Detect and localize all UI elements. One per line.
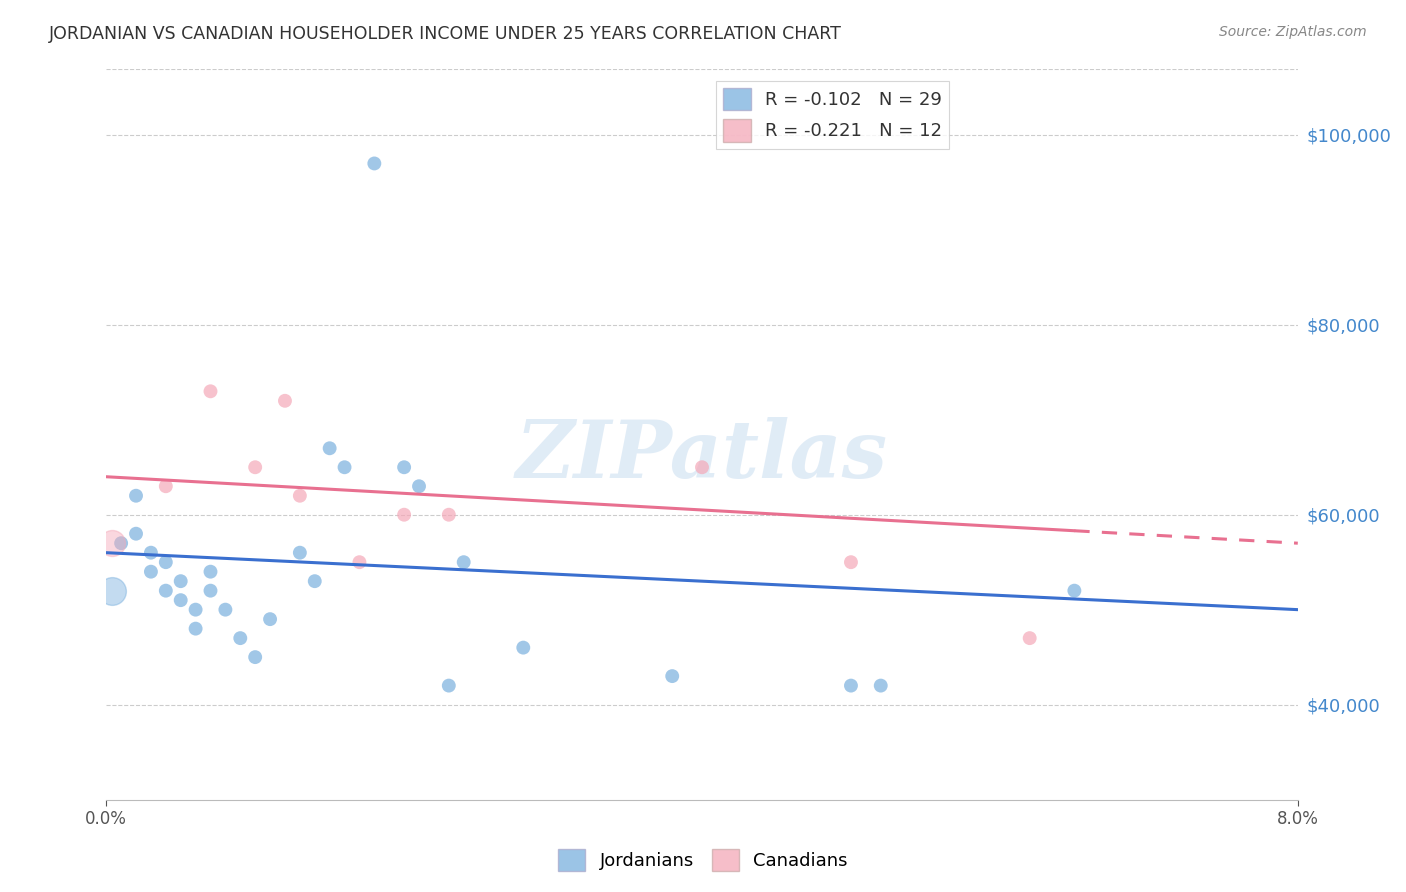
Point — [101, 536, 124, 550]
Point — [243, 460, 266, 475]
Point — [288, 546, 311, 560]
Point — [349, 555, 371, 569]
Point — [304, 574, 326, 589]
Point — [869, 679, 891, 693]
Point — [155, 479, 177, 493]
Point — [1018, 631, 1040, 645]
Point — [363, 156, 385, 170]
Point — [184, 622, 207, 636]
Point — [155, 555, 177, 569]
Text: ZIPatlas: ZIPatlas — [516, 417, 889, 495]
Point — [437, 679, 460, 693]
Point — [243, 650, 266, 665]
Point — [139, 565, 162, 579]
Point — [453, 555, 475, 569]
Point — [200, 384, 222, 399]
Point — [200, 565, 222, 579]
Point — [333, 460, 356, 475]
Point — [214, 602, 236, 616]
Point — [392, 460, 415, 475]
Point — [170, 574, 193, 589]
Point — [274, 393, 297, 408]
Point — [101, 583, 124, 598]
Point — [318, 442, 340, 456]
Point — [259, 612, 281, 626]
Point — [839, 679, 862, 693]
Point — [661, 669, 683, 683]
Point — [110, 536, 132, 550]
Point — [125, 526, 148, 541]
Point — [184, 602, 207, 616]
Point — [690, 460, 713, 475]
Text: Source: ZipAtlas.com: Source: ZipAtlas.com — [1219, 25, 1367, 39]
Point — [288, 489, 311, 503]
Point — [125, 489, 148, 503]
Point — [512, 640, 534, 655]
Point — [200, 583, 222, 598]
Point — [155, 583, 177, 598]
Text: JORDANIAN VS CANADIAN HOUSEHOLDER INCOME UNDER 25 YEARS CORRELATION CHART: JORDANIAN VS CANADIAN HOUSEHOLDER INCOME… — [49, 25, 842, 43]
Point — [408, 479, 430, 493]
Legend: R = -0.102   N = 29, R = -0.221   N = 12: R = -0.102 N = 29, R = -0.221 N = 12 — [716, 81, 949, 149]
Point — [229, 631, 252, 645]
Point — [437, 508, 460, 522]
Legend: Jordanians, Canadians: Jordanians, Canadians — [551, 842, 855, 879]
Point — [170, 593, 193, 607]
Point — [392, 508, 415, 522]
Point — [139, 546, 162, 560]
Point — [839, 555, 862, 569]
Point — [1063, 583, 1085, 598]
